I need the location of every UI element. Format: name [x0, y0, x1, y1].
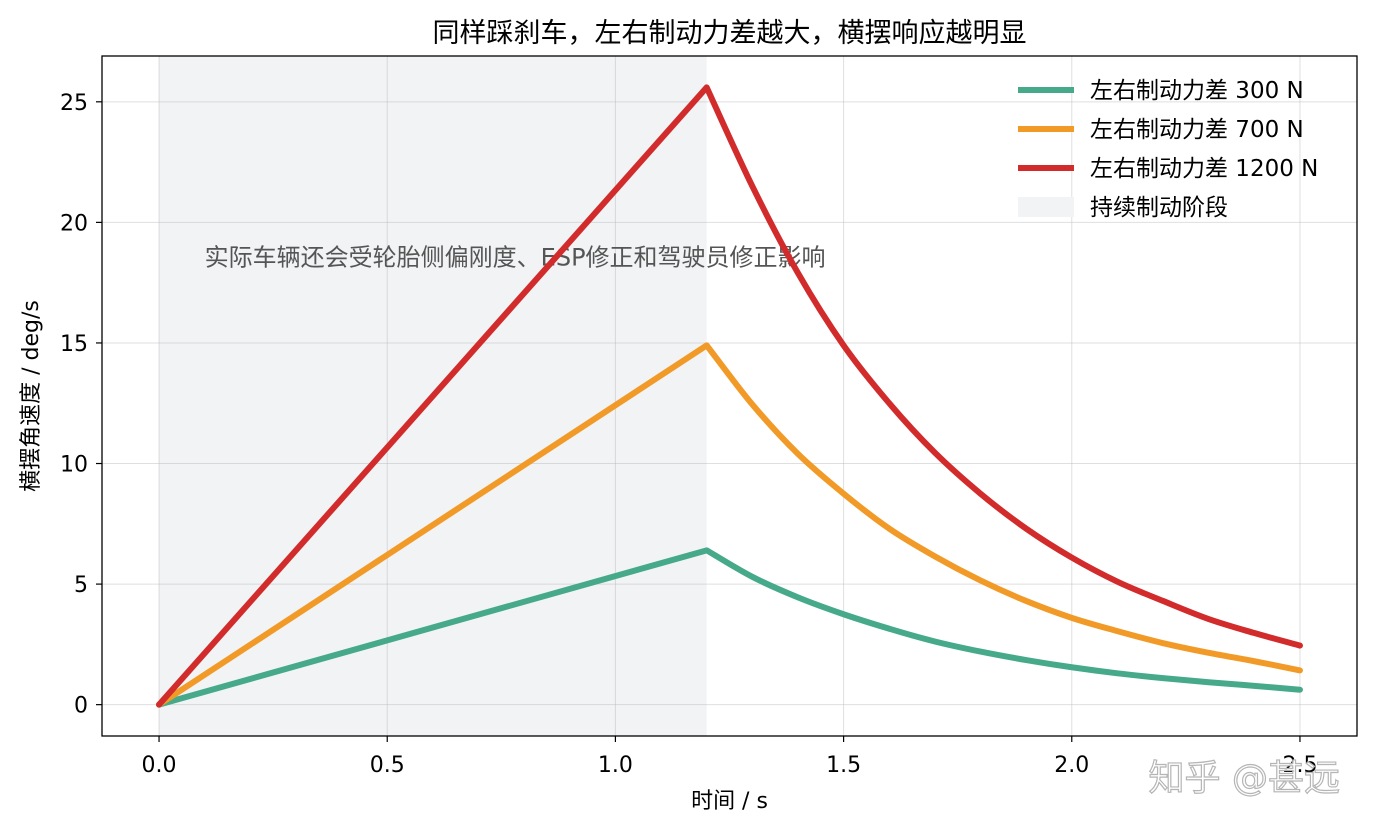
y-axis-label: 横摆角速度 / deg/s [19, 300, 44, 492]
plot-area-frame [101, 55, 1358, 737]
x-tick-label: 0.0 [142, 753, 177, 778]
watermark-text: 知乎 @甚远 [1149, 758, 1340, 799]
series-line-2 [156, 84, 1303, 708]
y-tick-label: 5 [74, 573, 88, 598]
legend-swatch-shaded [1018, 197, 1074, 217]
y-tick-label: 25 [60, 91, 88, 116]
x-tick-label: 1.0 [598, 753, 633, 778]
legend-label-2: 左右制动力差 1200 N [1090, 156, 1318, 182]
legend-label-shaded: 持续制动阶段 [1090, 195, 1228, 221]
y-tick-label: 0 [74, 694, 88, 719]
y-tick-label: 10 [60, 453, 88, 478]
y-tick-label: 15 [60, 332, 88, 357]
chart-title: 同样踩刹车，左右制动力差越大，横摆响应越明显 [433, 18, 1027, 49]
x-tick-label: 1.5 [826, 753, 861, 778]
legend-label-1: 左右制动力差 700 N [1090, 117, 1304, 143]
x-axis-label: 时间 / s [691, 789, 768, 814]
series-line-1 [156, 342, 1303, 708]
series-line-0 [156, 547, 1303, 708]
x-tick-label: 2.0 [1054, 753, 1089, 778]
x-tick-label: 2.5 [1282, 753, 1317, 778]
x-tick-label: 0.5 [370, 753, 405, 778]
annotation-note: 实际车辆还会受轮胎侧偏刚度、ESP修正和驾驶员修正影响 [205, 244, 826, 272]
y-tick-label: 20 [60, 211, 88, 236]
legend-label-0: 左右制动力差 300 N [1090, 78, 1304, 104]
